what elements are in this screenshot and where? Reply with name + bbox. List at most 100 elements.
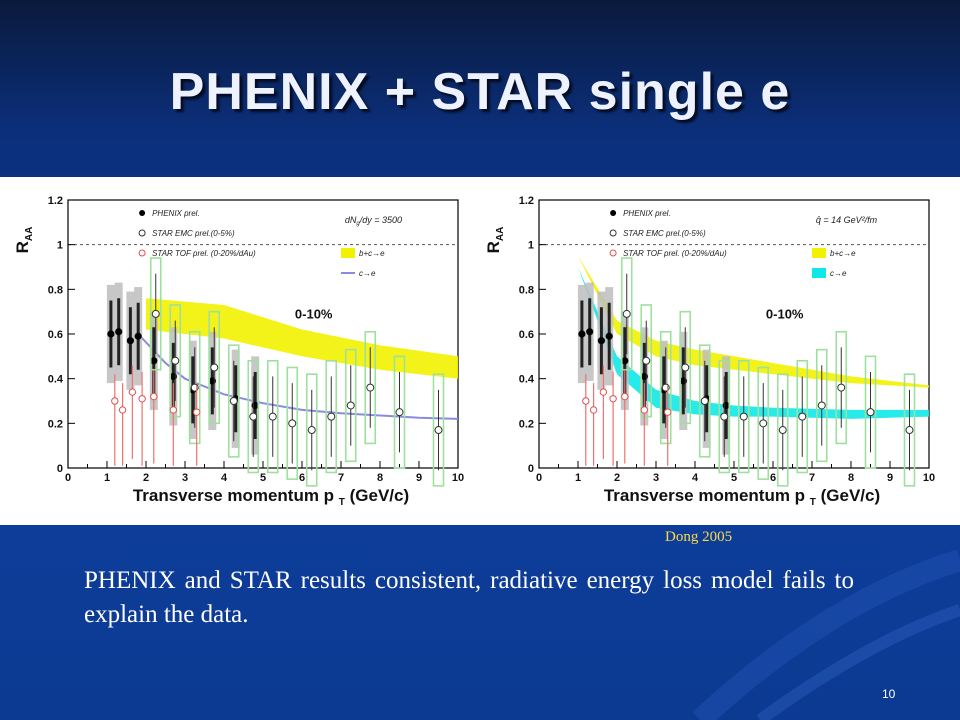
star-tof-point	[138, 395, 146, 403]
x-tick-label: 4	[221, 472, 228, 484]
systematic-box	[325, 360, 338, 474]
model-legend-entry: c→e	[359, 269, 376, 278]
star-emc-point	[720, 412, 729, 421]
star-emc-point	[210, 363, 219, 372]
star-tof-point	[621, 392, 629, 401]
x-tick-label: 4	[692, 472, 699, 484]
figure-panel: 0 1 2 3 4 5 6 7 8 9 10 0 0.2 0.4 0.6 0.8 1 1.2 Transverse …	[0, 177, 960, 525]
y-axis-label: RAA	[484, 227, 506, 254]
legend-marker	[609, 229, 617, 237]
phenix-point	[107, 330, 115, 338]
figure-credit: Dong 2005	[665, 529, 733, 545]
legend-entry: STAR EMC prel.(0-5%)	[623, 229, 706, 238]
slide-body-text: PHENIX and STAR results consistent, radi…	[84, 567, 854, 628]
systematic-box	[737, 360, 750, 474]
systematic-box	[149, 257, 162, 371]
legend-entry: STAR EMC prel.(0-5%)	[152, 229, 235, 238]
y-tick-label: 1	[528, 240, 534, 252]
systematic-box	[169, 304, 182, 418]
centrality-label: 0-10%	[766, 306, 804, 321]
legend-entry: PHENIX prel.	[623, 209, 671, 218]
model-band	[578, 255, 929, 388]
systematic-box	[903, 373, 916, 487]
systematic-box	[344, 348, 357, 463]
legend-entry: PHENIX prel.	[152, 209, 200, 218]
star-emc-point	[171, 356, 180, 365]
systematic-box	[247, 360, 260, 474]
x-tick-label: 9	[416, 472, 422, 484]
x-tick-label: 2	[614, 472, 620, 484]
legend-marker	[609, 249, 617, 257]
star-emc-point	[622, 309, 631, 318]
legend-swatch	[341, 248, 355, 258]
star-emc-point	[837, 383, 846, 392]
star-tof-point	[582, 397, 590, 405]
y-tick-label: 0.2	[48, 418, 63, 430]
phenix-point	[134, 332, 142, 340]
y-tick-label: 1	[57, 240, 63, 252]
x-tick-label: 8	[377, 472, 383, 484]
legend-marker	[138, 229, 146, 237]
star-tof-point	[128, 388, 137, 396]
systematic-box	[364, 330, 377, 445]
rAA-figure: 0 1 2 3 4 5 6 7 8 9 1000.20.40.60.811.2Transverse …	[13, 195, 935, 508]
star-tof-point	[111, 397, 119, 405]
star-emc-point	[288, 419, 297, 428]
y-tick-label: 0.4	[48, 374, 64, 386]
systematic-box	[718, 360, 731, 474]
x-tick-label: 10	[452, 472, 464, 484]
star-emc-point	[905, 426, 914, 435]
legend-marker	[610, 210, 617, 216]
phenix-point	[126, 337, 134, 345]
x-tick-label: 6	[299, 472, 305, 484]
y-tick-label: 0.6	[519, 329, 534, 341]
star-tof-point	[640, 406, 648, 414]
y-tick-label: 1.2	[48, 195, 63, 207]
systematic-box	[757, 366, 770, 480]
y-tick-label: 0.8	[48, 284, 63, 296]
x-tick-label: 7	[809, 472, 815, 484]
systematic-box	[835, 330, 848, 445]
y-tick-label: 0.6	[48, 329, 63, 341]
chart-panel-1: 0 1 2 3 4 5 6 7 8 9 10 0 0.2 0.4 0.6 0.8 1 1.2 Transverse …	[13, 195, 464, 508]
phenix-point	[115, 328, 123, 336]
star-emc-point	[151, 309, 160, 318]
systematic-box	[393, 355, 406, 469]
star-tof-point	[599, 388, 608, 396]
star-emc-point	[866, 408, 875, 417]
star-tof-point	[118, 406, 127, 414]
systematic-box	[620, 257, 633, 371]
x-tick-label: 7	[338, 472, 344, 484]
star-emc-point	[268, 412, 277, 421]
star-emc-point	[395, 408, 404, 417]
phenix-point	[597, 337, 606, 345]
x-tick-label: 0	[536, 472, 542, 484]
systematic-box	[815, 348, 828, 463]
star-emc-point	[327, 412, 336, 421]
legend-marker	[139, 210, 146, 216]
star-emc-point	[366, 383, 375, 392]
x-tick-label: 1	[104, 472, 110, 484]
x-tick-label: 2	[143, 472, 149, 484]
star-tof-point	[609, 395, 617, 403]
phenix-point	[150, 357, 158, 365]
y-axis-label: RAA	[13, 227, 35, 254]
model-legend-entry: b+c→e	[359, 249, 385, 258]
y-tick-label: 1.2	[519, 195, 534, 207]
y-tick-label: 0	[528, 463, 534, 475]
x-tick-label: 9	[887, 472, 893, 484]
star-emc-point	[681, 363, 690, 372]
x-axis-label: Transverse momentum p T (GeV/c)	[133, 486, 409, 508]
x-tick-label: 8	[848, 472, 854, 484]
page-number: 10	[882, 687, 896, 701]
model-legend-entry: b+c→e	[830, 249, 856, 258]
y-tick-label: 0.4	[519, 374, 535, 386]
y-tick-label: 0.8	[519, 284, 534, 296]
systematic-box	[266, 360, 279, 474]
star-tof-point	[150, 392, 158, 401]
x-tick-label: 1	[575, 472, 581, 484]
systematic-box	[776, 373, 789, 487]
systematic-box	[208, 310, 221, 425]
systematic-box	[659, 330, 672, 445]
x-tick-label: 3	[653, 472, 659, 484]
